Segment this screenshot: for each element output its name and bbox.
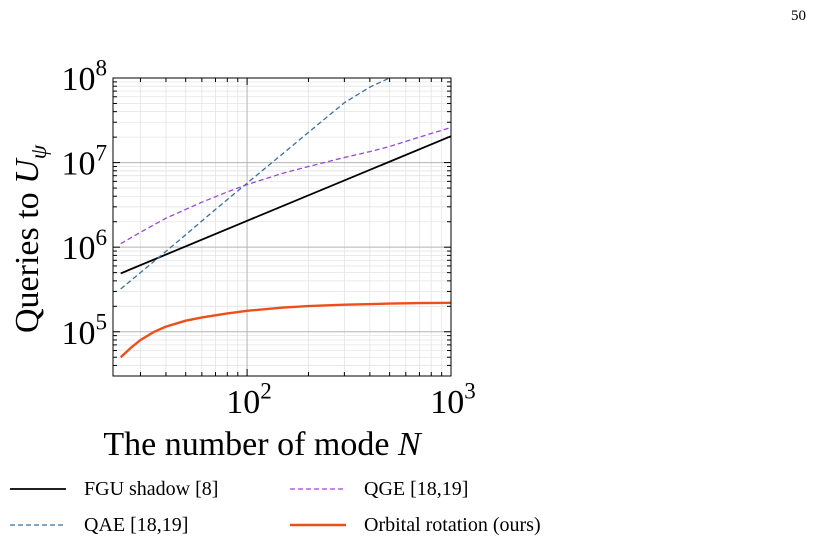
legend-entry: Orbital rotation (ours) xyxy=(288,510,541,540)
page-number: 50 xyxy=(791,8,806,24)
series-line-orbital-rotation-ours xyxy=(119,301,451,359)
grid-minor xyxy=(113,78,451,377)
legend-label: FGU shadow [8] xyxy=(84,477,219,500)
x-axis-label: The number of mode N xyxy=(103,426,423,463)
grid-major xyxy=(113,77,452,376)
y-tick-label: 106 xyxy=(61,225,107,267)
x-tick-label: 103 xyxy=(430,379,476,421)
legend-label: Orbital rotation (ours) xyxy=(364,513,541,536)
series-layer xyxy=(119,78,451,359)
y-tick-label: 108 xyxy=(61,56,107,98)
log-log-line-chart: 102 103 105 106 107 108 The number of mode N Q… xyxy=(9,56,476,463)
legend-label: QAE [18,19] xyxy=(84,513,189,536)
legend-swatch xyxy=(10,524,66,526)
legend-entry: QAE [18,19] xyxy=(8,510,188,540)
x-tick-label: 102 xyxy=(226,379,272,421)
legend-entry: FGU shadow [8] xyxy=(8,474,218,504)
legend-swatch xyxy=(290,523,346,527)
legend-swatch xyxy=(10,488,66,490)
legend-label: QGE [18,19] xyxy=(364,477,469,500)
tick-marks xyxy=(113,77,452,377)
y-axis-label: Queries to Uψ xyxy=(9,144,51,333)
axis-titles: The number of mode N Queries to Uψ xyxy=(9,144,423,463)
plot-frame xyxy=(112,77,452,377)
legend: FGU shadow [8] QGE [18,19] QAE [18,19] Orbi… xyxy=(8,474,648,540)
legend-entry: QGE [18,19] xyxy=(288,474,468,504)
tick-labels: 102 103 105 106 107 108 xyxy=(61,56,475,421)
legend-swatch xyxy=(290,488,346,490)
series-line-fgu-shadow-8 xyxy=(120,135,451,275)
series-line-qae-18-19 xyxy=(120,78,390,290)
y-tick-label: 105 xyxy=(61,309,107,351)
y-tick-label: 107 xyxy=(61,140,107,182)
series-line-qge-18-19 xyxy=(120,126,451,245)
